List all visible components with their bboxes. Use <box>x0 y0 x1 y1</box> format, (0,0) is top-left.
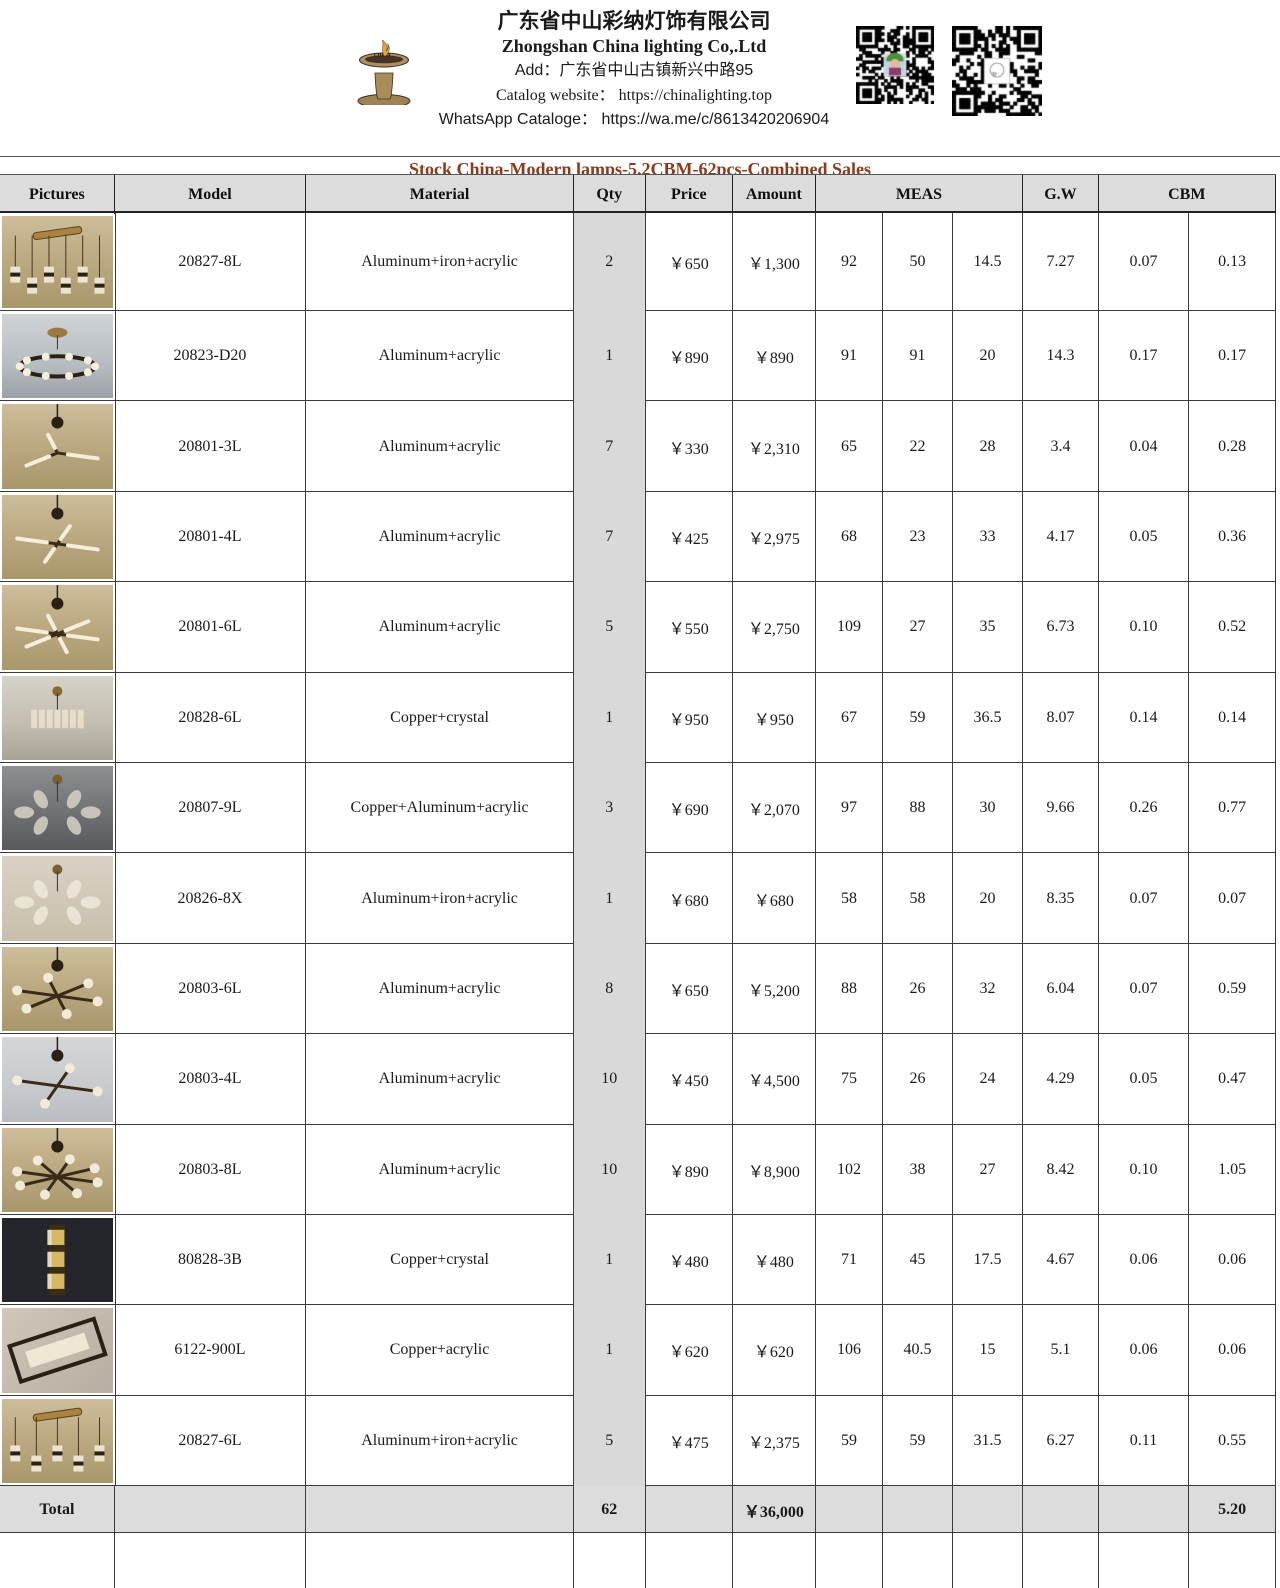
svg-text:CHINA: CHINA <box>374 54 391 59</box>
